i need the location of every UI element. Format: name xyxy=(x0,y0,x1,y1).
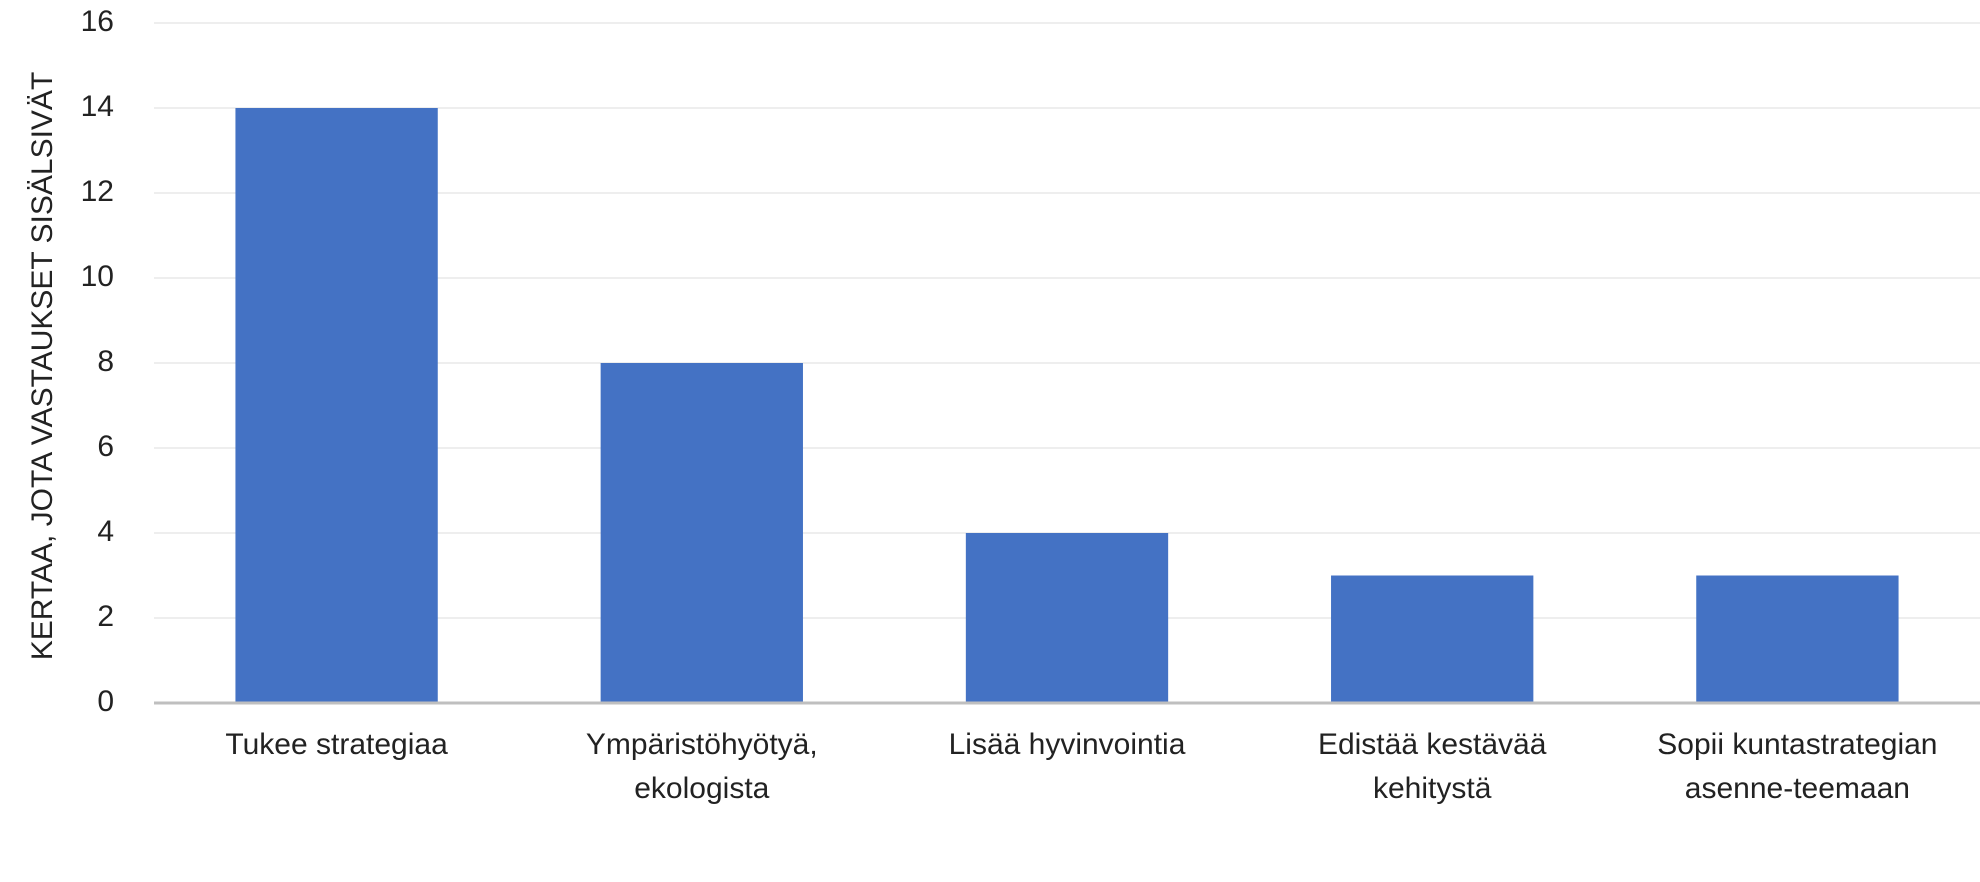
y-tick-label: 2 xyxy=(97,600,114,633)
bar xyxy=(600,363,803,703)
bar xyxy=(965,533,1169,703)
y-tick-label: 16 xyxy=(81,5,114,38)
x-tick-label: Ympäristöhyötyä, ekologista xyxy=(585,728,818,805)
y-tick-label: 14 xyxy=(81,90,114,123)
bar xyxy=(1331,575,1534,703)
bar xyxy=(1696,575,1899,703)
y-tick-label: 12 xyxy=(81,175,114,208)
x-tick-label: Sopii kuntastrategian asenne-teemaan xyxy=(1657,728,1938,805)
x-tick-label: Lisää hyvinvointia xyxy=(948,728,1186,761)
y-tick-label: 0 xyxy=(97,685,114,718)
y-tick-label: 4 xyxy=(97,515,114,548)
bar xyxy=(235,108,438,703)
x-tick-label: Edistää kestävää kehitystä xyxy=(1317,728,1547,805)
y-tick-label: 8 xyxy=(97,345,114,378)
y-tick-label: 10 xyxy=(81,260,114,293)
y-axis-title: KERTAA, JOTA VASTAUKSET SISÄLSIVÄT xyxy=(26,72,59,661)
x-tick-label: Tukee strategiaa xyxy=(225,728,448,761)
y-tick-label: 6 xyxy=(97,430,114,463)
